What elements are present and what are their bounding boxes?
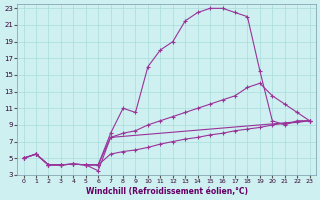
X-axis label: Windchill (Refroidissement éolien,°C): Windchill (Refroidissement éolien,°C) <box>85 187 248 196</box>
